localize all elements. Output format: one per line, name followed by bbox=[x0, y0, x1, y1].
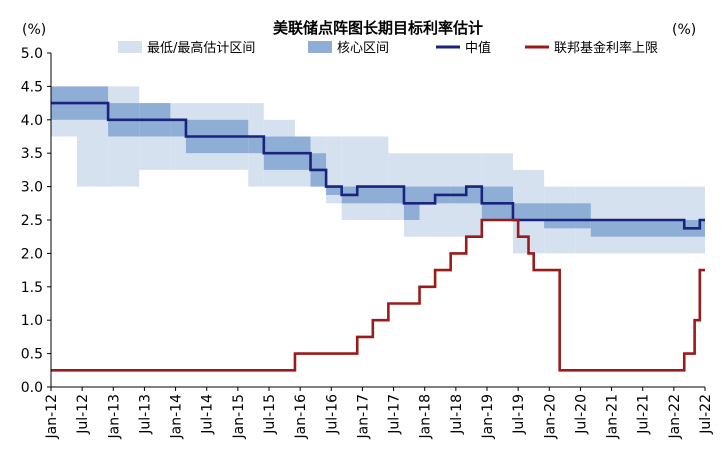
y-tick-label-4: 2.0 bbox=[21, 246, 43, 262]
y-tick-label-9: 4.5 bbox=[21, 79, 43, 95]
median-line bbox=[51, 101, 705, 230]
core-band-14 bbox=[512, 203, 545, 220]
y-tick-label-2: 1.0 bbox=[21, 313, 43, 329]
x-tick-label-10: Jan-17 bbox=[355, 394, 371, 439]
x-tick-label-15: Jul-19 bbox=[511, 394, 527, 435]
y-tick-label-1: 0.5 bbox=[21, 347, 43, 363]
lines-layer bbox=[51, 101, 705, 372]
x-tick-label-17: Jul-20 bbox=[573, 394, 589, 435]
x-tick-label-16: Jan-20 bbox=[542, 394, 558, 439]
x-tick-label-2: Jan-13 bbox=[106, 394, 122, 439]
x-tick-label-1: Jul-12 bbox=[75, 394, 91, 435]
range-band-9 bbox=[341, 136, 389, 220]
legend-label-2: 中值 bbox=[465, 40, 491, 56]
y-tick-label-10: 5.0 bbox=[21, 46, 43, 62]
x-tick-label-7: Jul-15 bbox=[262, 394, 278, 435]
x-tick-label-20: Jan-22 bbox=[667, 394, 683, 439]
x-tick-label-8: Jan-16 bbox=[293, 394, 309, 440]
unit-left: (%) bbox=[22, 22, 46, 38]
legend-label-3: 联邦基金利率上限 bbox=[554, 40, 658, 56]
fed-funds-upper-line bbox=[51, 218, 705, 372]
core-band-16 bbox=[590, 220, 705, 237]
y-tick-label-8: 4.0 bbox=[21, 113, 43, 129]
x-tick-label-18: Jan-21 bbox=[605, 394, 621, 439]
x-tick-label-14: Jan-19 bbox=[480, 394, 496, 439]
legend-label-1: 核心区间 bbox=[337, 41, 389, 56]
core-band-5 bbox=[248, 136, 264, 154]
unit-right: (%) bbox=[672, 22, 696, 38]
x-tick-label-12: Jan-18 bbox=[418, 394, 434, 439]
x-tick-label-13: Jul-18 bbox=[449, 394, 465, 435]
x-tick-label-9: Jul-16 bbox=[324, 394, 340, 435]
x-tick-label-19: Jul-21 bbox=[636, 394, 652, 435]
legend-swatch-0 bbox=[118, 41, 142, 53]
x-tick-label-4: Jan-14 bbox=[169, 394, 185, 440]
legend-swatch-1 bbox=[308, 41, 332, 53]
core-band-8 bbox=[326, 186, 342, 195]
x-tick-label-5: Jul-14 bbox=[200, 394, 216, 435]
core-band-15 bbox=[544, 203, 591, 229]
x-tick-label-21: Jul-22 bbox=[698, 394, 714, 435]
x-tick-label-3: Jul-13 bbox=[137, 394, 153, 435]
y-tick-label-3: 1.5 bbox=[21, 280, 43, 296]
core-band-3 bbox=[170, 119, 186, 137]
x-tick-label-11: Jul-17 bbox=[387, 394, 403, 435]
chart-title: 美联储点阵图长期目标利率估计 bbox=[273, 19, 483, 37]
y-tick-label-7: 3.5 bbox=[21, 146, 43, 162]
x-tick-label-6: Jan-15 bbox=[231, 394, 247, 439]
axes-layer: 0.0 0.5 1.0 1.5 2.0 2.5 3.0 3.5 4.0 4.5 5.0 Jan-12 J… bbox=[21, 46, 714, 439]
x-tick-label-0: Jan-12 bbox=[44, 394, 60, 439]
y-tick-label-0: 0.0 bbox=[21, 380, 43, 396]
legend-label-0: 最低/最高估计区间 bbox=[147, 40, 255, 56]
y-tick-label-6: 3.0 bbox=[21, 180, 43, 196]
legend: 最低/最高估计区间 核心区间 中值 联邦基金利率上限 bbox=[118, 40, 658, 56]
bands-layer bbox=[51, 86, 705, 254]
y-tick-label-5: 2.5 bbox=[21, 213, 43, 229]
